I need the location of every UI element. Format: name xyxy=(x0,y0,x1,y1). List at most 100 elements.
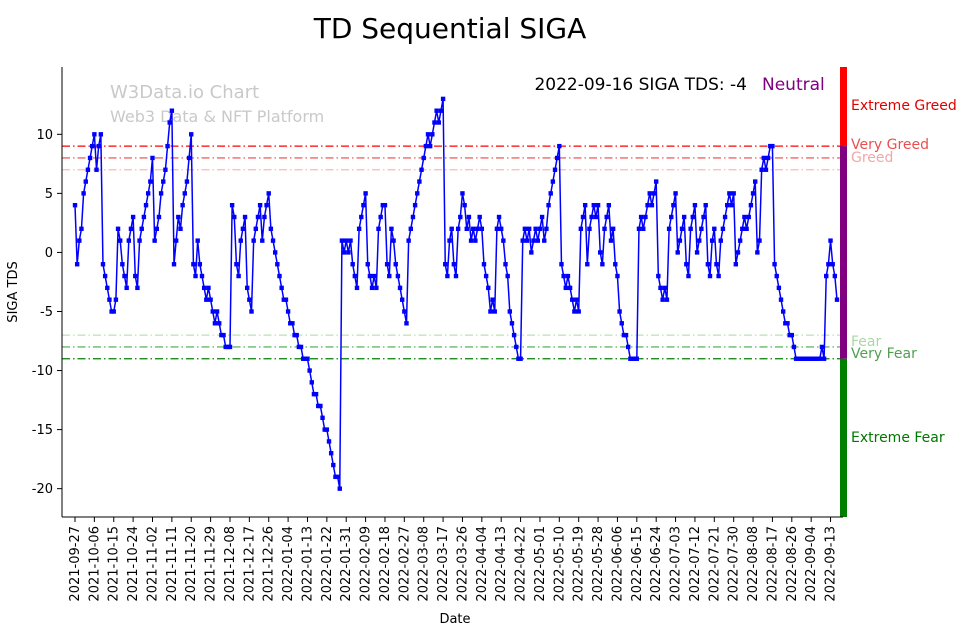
tds-marker xyxy=(173,238,179,243)
tds-marker xyxy=(346,250,351,255)
tds-marker xyxy=(354,285,360,291)
tds-marker xyxy=(163,167,168,172)
tds-marker xyxy=(148,179,153,184)
tds-marker xyxy=(156,214,162,220)
x-tick-label: 2022-01-04 xyxy=(281,526,296,602)
tds-marker xyxy=(656,273,661,279)
x-tick-label: 2021-09-27 xyxy=(68,526,83,602)
tds-marker xyxy=(376,226,381,232)
tds-marker xyxy=(688,226,693,232)
tds-marker xyxy=(359,214,364,220)
tds-marker xyxy=(105,285,110,291)
tds-marker xyxy=(389,226,394,232)
tds-marker xyxy=(832,273,838,279)
tds-marker xyxy=(496,214,502,220)
tds-marker xyxy=(544,226,549,232)
tds-marker xyxy=(412,202,418,208)
tds-marker xyxy=(313,391,319,397)
tds-marker xyxy=(712,226,717,232)
tds-marker xyxy=(307,368,312,373)
sentiment-bar-fear xyxy=(840,358,847,517)
tds-marker xyxy=(236,273,241,279)
tds-marker xyxy=(455,226,461,232)
tds-marker xyxy=(785,321,790,326)
x-tick-label: 2022-02-18 xyxy=(378,526,393,602)
tds-marker xyxy=(270,238,276,243)
tds-marker xyxy=(653,179,659,184)
x-tick-label: 2021-10-06 xyxy=(87,526,102,602)
tds-marker xyxy=(658,285,663,291)
tds-marker xyxy=(514,344,519,350)
tds-marker xyxy=(763,167,769,172)
tds-marker xyxy=(449,226,454,232)
tds-marker xyxy=(576,309,581,314)
tds-marker xyxy=(445,273,450,279)
tds-marker xyxy=(701,214,706,220)
tds-marker xyxy=(748,202,754,208)
tds-marker xyxy=(154,226,159,232)
x-tick-label: 2022-02-27 xyxy=(397,526,412,602)
tds-marker xyxy=(703,202,708,208)
tds-marker xyxy=(201,285,207,291)
tds-marker xyxy=(318,403,323,409)
tds-marker xyxy=(765,155,771,161)
tds-marker xyxy=(102,273,108,279)
tds-marker xyxy=(74,262,80,267)
tds-marker xyxy=(111,309,116,314)
sentiment-bar-greed xyxy=(840,67,847,147)
tds-marker xyxy=(550,179,556,184)
tds-marker xyxy=(826,262,831,267)
tds-marker xyxy=(402,309,407,314)
tds-marker xyxy=(681,214,687,220)
tds-marker xyxy=(83,179,88,184)
tds-marker xyxy=(124,285,129,291)
tds-marker xyxy=(466,214,472,220)
tds-marker xyxy=(107,297,112,302)
tds-marker xyxy=(744,226,749,232)
tds-marker xyxy=(529,250,534,255)
tds-marker xyxy=(828,238,833,243)
tds-marker xyxy=(740,226,745,232)
tds-marker xyxy=(742,214,747,220)
tds-marker xyxy=(761,155,767,161)
tds-marker xyxy=(830,262,835,267)
tds-marker xyxy=(232,214,237,220)
tds-marker xyxy=(608,238,614,243)
tds-marker xyxy=(384,262,390,267)
tds-marker xyxy=(673,191,678,196)
tds-marker xyxy=(718,238,723,243)
tds-marker xyxy=(90,143,95,149)
tds-marker xyxy=(214,309,220,314)
watermark-line2: Web3 Data & NFT Platform xyxy=(110,107,324,126)
tds-marker xyxy=(651,191,657,196)
tds-marker xyxy=(772,262,777,267)
tds-marker xyxy=(509,321,515,326)
tds-marker xyxy=(634,356,640,361)
tds-marker xyxy=(462,202,467,208)
tds-marker xyxy=(460,191,465,196)
y-axis-label: SIGA TDS xyxy=(6,261,21,322)
tds-marker xyxy=(451,262,457,267)
zone-label-extreme-fear: Extreme Fear xyxy=(851,430,945,446)
tds-marker xyxy=(580,214,586,220)
tds-marker xyxy=(746,214,751,220)
tds-marker xyxy=(260,238,265,243)
tds-marker xyxy=(615,273,620,279)
tds-marker xyxy=(365,262,370,267)
tds-marker xyxy=(98,132,104,137)
tds-marker xyxy=(819,344,825,350)
tds-marker xyxy=(335,474,340,480)
tds-marker xyxy=(494,226,500,232)
tds-marker xyxy=(268,226,274,232)
tds-marker xyxy=(208,297,213,302)
tds-marker xyxy=(679,226,685,232)
x-tick-label: 2022-06-06 xyxy=(610,526,625,602)
tds-marker xyxy=(204,297,209,302)
x-tick-label: 2022-06-24 xyxy=(649,526,664,602)
tds-marker xyxy=(645,202,650,208)
tds-marker xyxy=(606,202,612,208)
latest-tds-annotation: 2022-09-16 SIGA TDS: -4 xyxy=(534,75,747,95)
tds-marker xyxy=(229,202,235,208)
tds-marker xyxy=(277,273,282,279)
tds-marker xyxy=(423,143,429,149)
